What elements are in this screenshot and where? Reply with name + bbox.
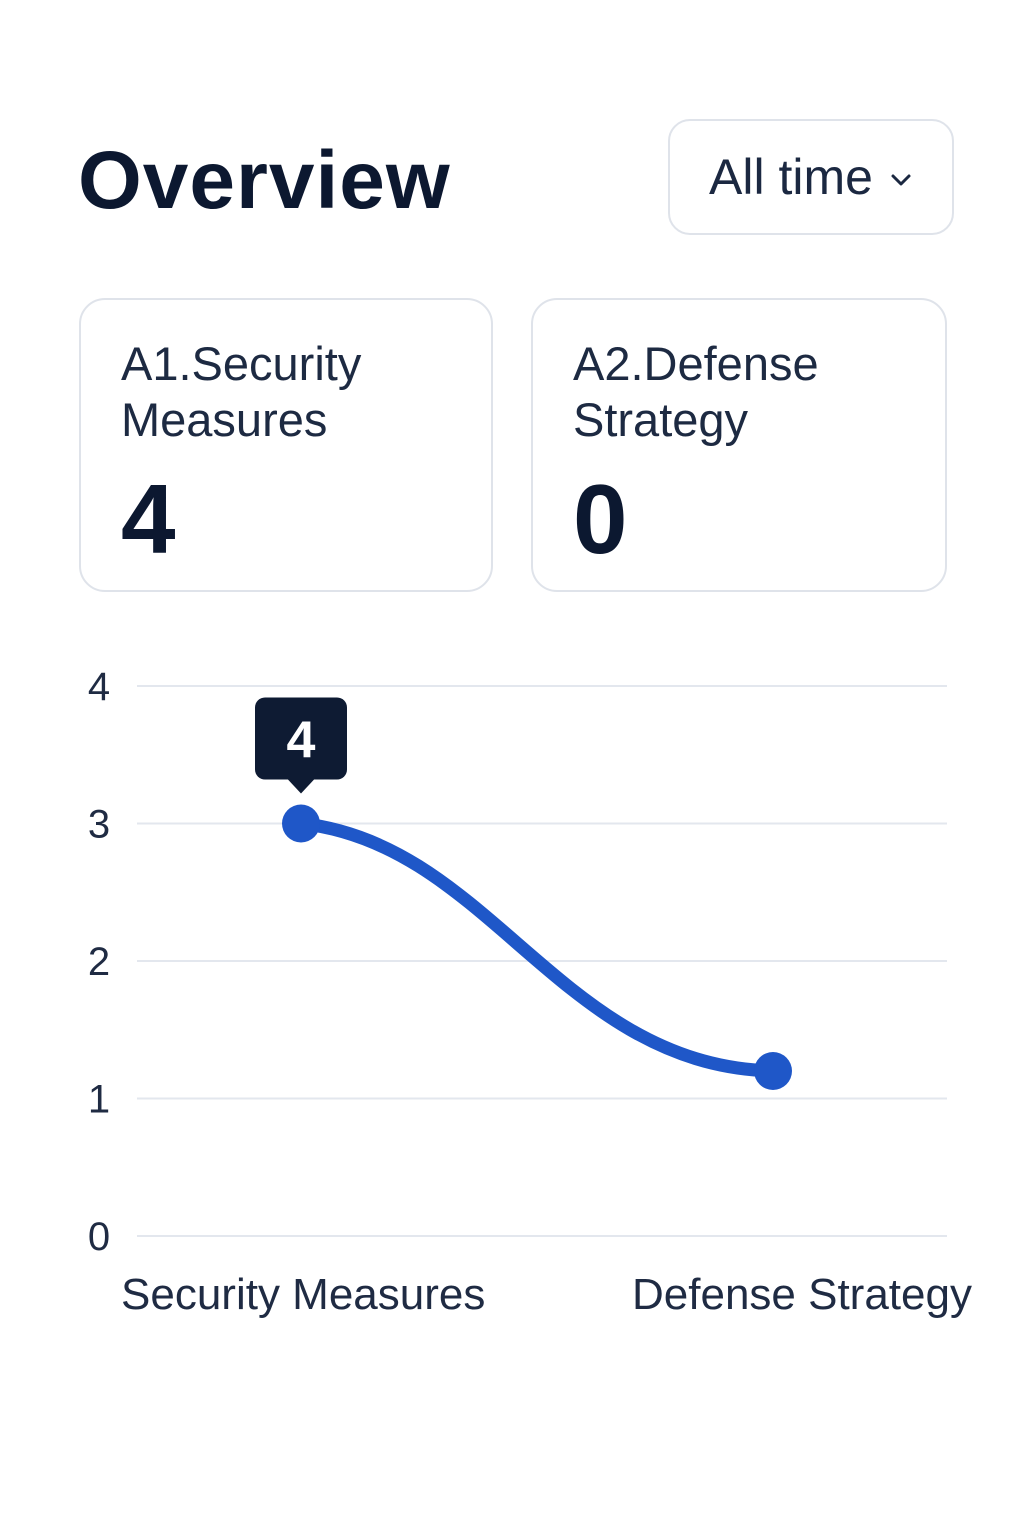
tooltip-box [255,697,347,780]
stat-card-security-measures[interactable]: A1.Security Measures 4 [79,298,493,592]
chart-series [294,817,780,1078]
y-tick-label: 1 [88,1078,110,1122]
x-category-label: Security Measures [121,1270,485,1319]
x-axis: Security Measures Defense Strategy [121,1270,972,1319]
y-axis: 0 1 2 3 4 [88,665,110,1259]
chevron-down-icon [891,174,911,186]
y-tick-label: 0 [88,1215,110,1259]
y-tick-label: 2 [88,940,110,984]
chart-tooltip: 4 [255,697,347,794]
time-range-dropdown[interactable]: All time [668,119,954,235]
stat-card-label: A1.Security Measures [121,337,362,446]
data-point[interactable] [282,804,320,843]
stat-card-value: 0 [573,464,628,574]
chart-points [282,804,792,1090]
tooltip-value: 4 [287,712,316,770]
time-range-value: All time [709,149,873,205]
tooltip-pointer [287,778,315,794]
series-line [294,817,780,1078]
x-category-label: Defense Strategy [632,1270,972,1319]
line-chart: 0 1 2 3 4 4 Security Measures Defense Strateg… [88,665,972,1319]
y-tick-label: 4 [88,665,110,709]
stat-card-label: A2.Defense Strategy [573,337,819,446]
page-title: Overview [78,135,451,226]
data-point[interactable] [754,1052,792,1090]
y-tick-label: 3 [88,803,110,847]
stat-card-defense-strategy[interactable]: A2.Defense Strategy 0 [531,298,947,592]
stat-card-value: 4 [121,464,176,574]
